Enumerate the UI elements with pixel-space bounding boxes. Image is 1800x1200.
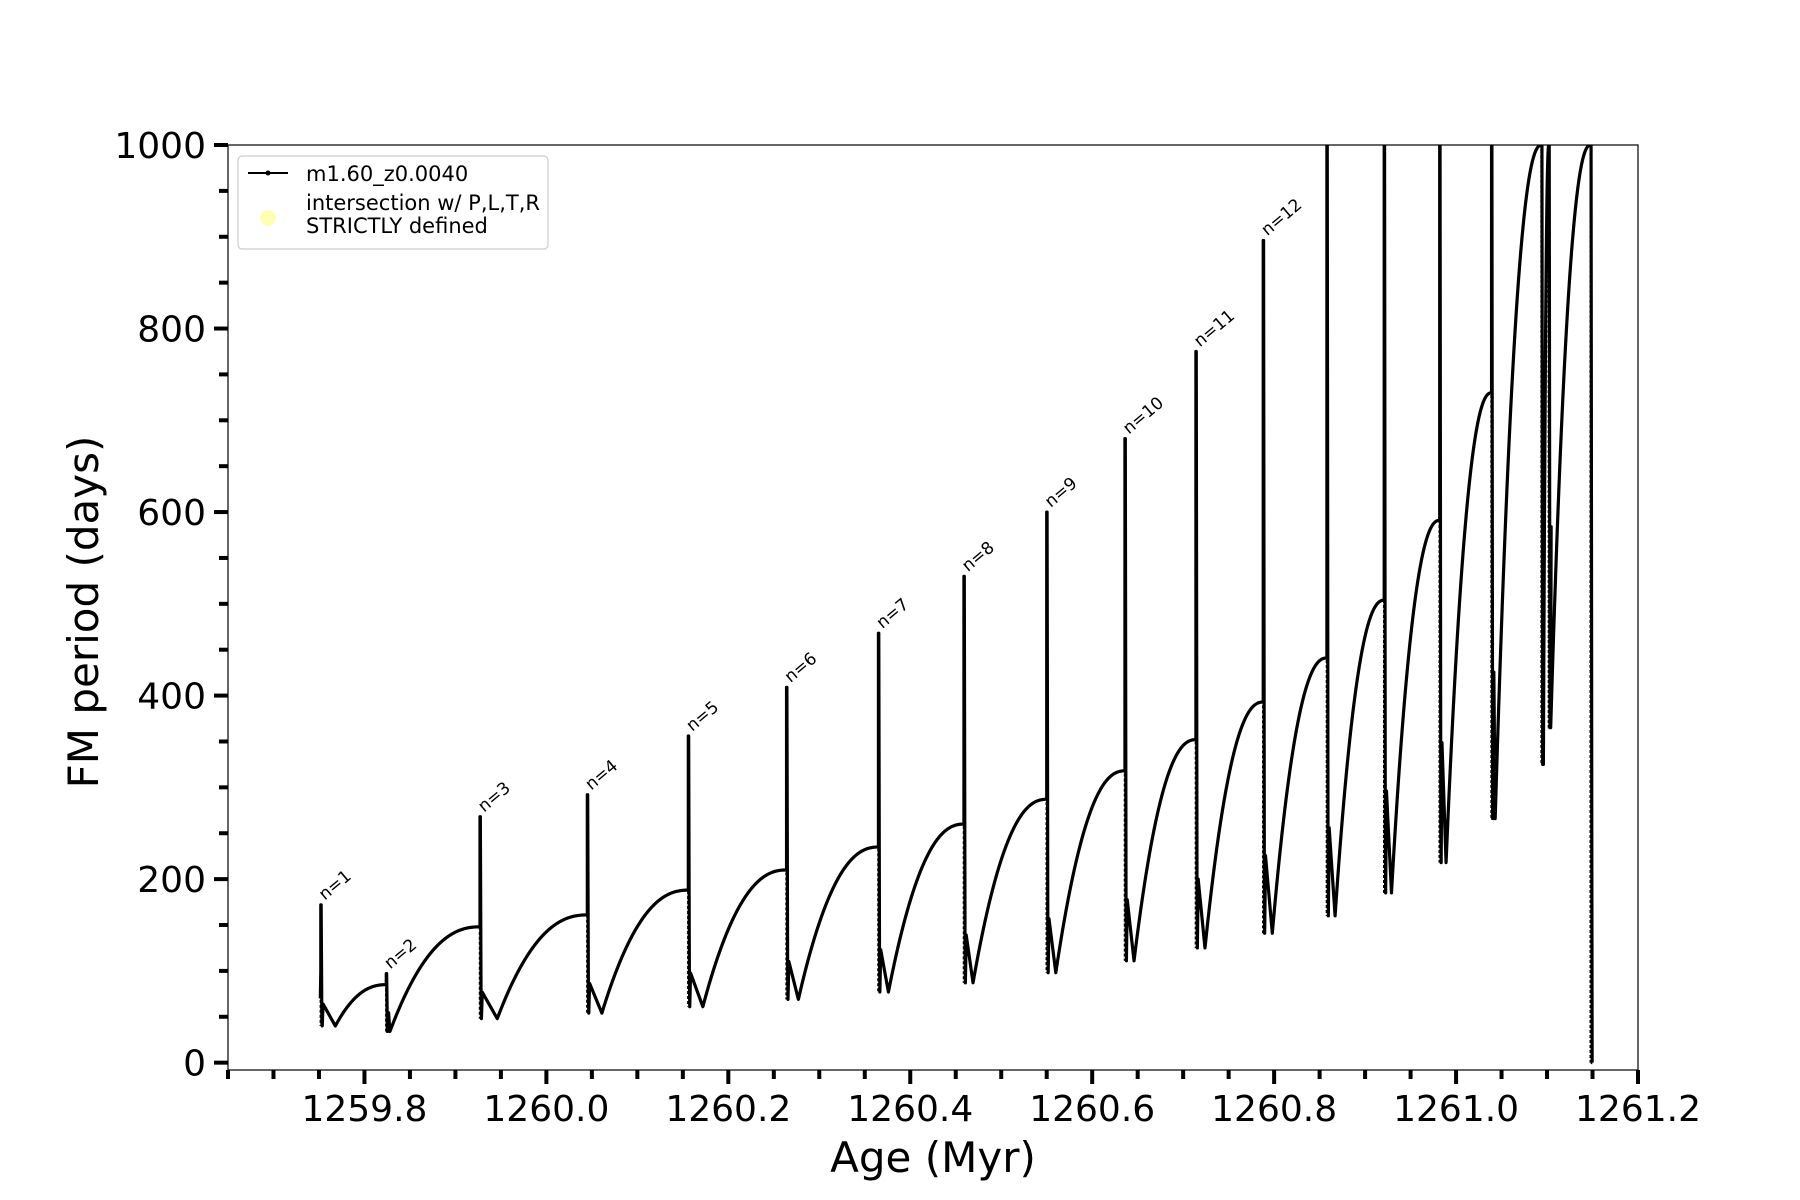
legend-intersection-label-line: STRICTLY defined [306,214,488,238]
y-tick-label: 200 [137,860,206,901]
series-line [318,145,1594,1065]
x-tick-label: 1260.4 [847,1089,973,1130]
pulse-label: n=9 [1041,474,1081,512]
y-tick-label: 0 [183,1044,206,1085]
y-tick-label: 600 [137,493,206,534]
plot-frame [227,144,1639,1071]
pulse-label: n=8 [958,538,998,576]
x-tick-label: 1260.2 [665,1089,791,1130]
pulse-label: n=6 [781,649,821,687]
legend-intersection-label: intersection w/ P,L,T,R STRICTLY defined [306,191,540,238]
y-tick-label: 1000 [114,126,206,167]
x-tick-label: 1261.0 [1393,1089,1519,1130]
x-tick-label: 1260.6 [1029,1089,1155,1130]
x-tick-label: 1260.0 [483,1089,609,1130]
pulse-label: n=3 [474,778,514,816]
x-tick-label: 1260.8 [1211,1089,1337,1130]
axis-ticks: 1259.8 1260.0 1260.2 1260.4 1260.6 1260.8 1261… [114,126,1701,1130]
pulse-label: n=2 [381,935,421,973]
pulse-label: n=7 [873,595,913,633]
pulse-label: n=4 [582,756,622,794]
pulse-label: n=1 [315,866,355,904]
y-axis-label: FM period (days) [59,436,108,789]
legend-intersection-label-line: intersection w/ P,L,T,R [306,191,540,215]
legend-box [237,155,549,250]
y-tick-label: 800 [137,310,206,351]
x-axis-label: Age (Myr) [830,1133,1036,1182]
legend-series-dot-icon [265,170,271,176]
legend: m1.60_z0.0040 intersection w/ P,L,T,R STR… [237,155,549,250]
pulse-label: n=11 [1190,306,1239,351]
series-group [318,145,1594,1065]
y-tick-label: 400 [137,677,206,718]
legend-series-label: m1.60_z0.0040 [306,162,468,187]
pulse-label: n=12 [1258,195,1307,240]
plot-data [318,145,1594,1065]
pulse-label: n=5 [683,697,723,735]
legend-intersection-circle-icon [260,210,276,226]
pulse-labels: n=1 n=2 n=3 n=4 n=5 n=6 n=7 n=8 n=9 n=10 n=11 n=12 [315,195,1306,974]
x-tick-label: 1259.8 [301,1089,427,1130]
x-tick-label: 1261.2 [1575,1089,1701,1130]
pulse-label: n=10 [1119,393,1168,438]
